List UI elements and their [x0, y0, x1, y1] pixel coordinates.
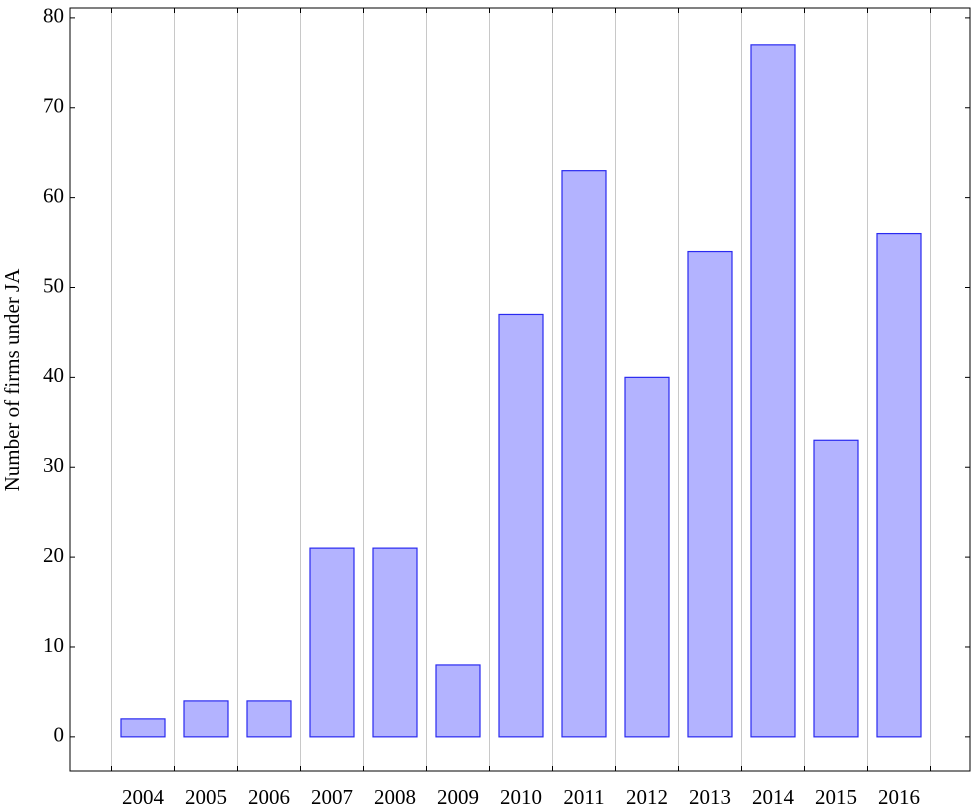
- x-tick-label: 2014: [752, 785, 795, 808]
- x-tick-label: 2004: [122, 785, 165, 808]
- bar: [624, 376, 670, 738]
- bar: [120, 718, 166, 738]
- y-tick-label: 10: [43, 633, 64, 657]
- x-tick-label: 2007: [311, 785, 353, 808]
- x-tick-label: 2008: [374, 785, 416, 808]
- bar: [813, 439, 859, 738]
- y-tick-label: 30: [43, 453, 64, 477]
- bar: [498, 313, 544, 738]
- y-tick-label: 20: [43, 543, 64, 567]
- bar: [372, 547, 418, 738]
- x-tick-label: 2015: [815, 785, 857, 808]
- x-tick-label: 2016: [878, 785, 920, 808]
- x-tick-label: 2010: [500, 785, 542, 808]
- x-tick-label: 2005: [185, 785, 227, 808]
- y-tick-label: 60: [43, 183, 64, 207]
- y-axis-label: Number of firms under JA: [0, 268, 24, 492]
- plot-frame: [69, 7, 971, 772]
- y-tick-label: 80: [43, 4, 64, 28]
- bar: [561, 170, 607, 738]
- bar: [309, 547, 355, 738]
- x-tick-label: 2012: [626, 785, 668, 808]
- y-tick-label: 0: [54, 723, 65, 747]
- y-tick-label: 50: [43, 273, 64, 297]
- x-tick-label: 2009: [437, 785, 479, 808]
- x-tick-label: 2006: [248, 785, 290, 808]
- bar: [876, 232, 922, 738]
- bar: [687, 250, 733, 738]
- bar: [750, 44, 796, 738]
- bar: [183, 700, 229, 738]
- bar: [435, 664, 481, 738]
- x-tick-label: 2013: [689, 785, 731, 808]
- y-tick-label: 40: [43, 363, 64, 387]
- y-tick-label: 70: [43, 94, 64, 118]
- bar: [246, 700, 292, 738]
- x-tick-label: 2011: [563, 785, 604, 808]
